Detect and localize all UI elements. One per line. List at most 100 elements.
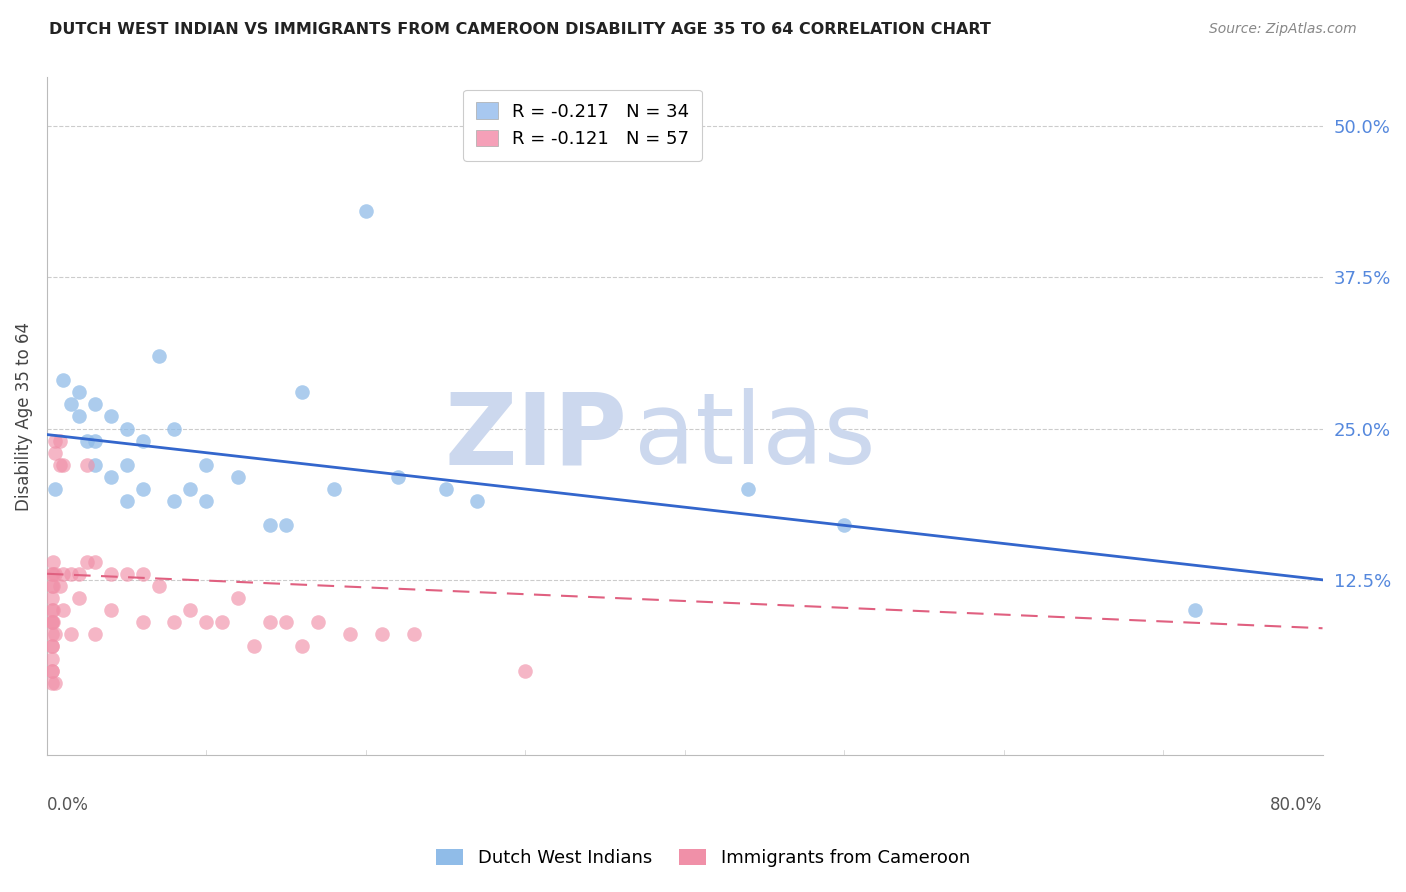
Point <box>44 627 66 641</box>
Point <box>83 458 105 472</box>
Point <box>52 566 75 581</box>
Point <box>44 675 66 690</box>
Point <box>83 434 105 448</box>
Point <box>42 603 65 617</box>
Point <box>41 579 63 593</box>
Point <box>42 579 65 593</box>
Point <box>274 518 297 533</box>
Point <box>322 482 344 496</box>
Point <box>41 603 63 617</box>
Point <box>100 409 122 424</box>
Point <box>259 518 281 533</box>
Point <box>67 409 90 424</box>
Point <box>41 627 63 641</box>
Text: 0.0%: 0.0% <box>46 796 89 814</box>
Point <box>52 458 75 472</box>
Point <box>434 482 457 496</box>
Point <box>52 603 75 617</box>
Point <box>179 482 201 496</box>
Point <box>41 675 63 690</box>
Point <box>100 470 122 484</box>
Point <box>42 555 65 569</box>
Point <box>41 591 63 605</box>
Point <box>115 494 138 508</box>
Point <box>291 385 314 400</box>
Text: Source: ZipAtlas.com: Source: ZipAtlas.com <box>1209 22 1357 37</box>
Point <box>67 591 90 605</box>
Point <box>195 458 218 472</box>
Point <box>371 627 394 641</box>
Point <box>115 458 138 472</box>
Point <box>41 651 63 665</box>
Point <box>41 664 63 678</box>
Point <box>163 615 186 630</box>
Point <box>291 640 314 654</box>
Point <box>67 566 90 581</box>
Text: atlas: atlas <box>634 388 876 485</box>
Point <box>83 627 105 641</box>
Point <box>42 566 65 581</box>
Point <box>211 615 233 630</box>
Point <box>131 482 153 496</box>
Point <box>115 566 138 581</box>
Point <box>83 555 105 569</box>
Point <box>148 579 170 593</box>
Point <box>195 494 218 508</box>
Text: ZIP: ZIP <box>444 388 627 485</box>
Point <box>148 349 170 363</box>
Point <box>131 434 153 448</box>
Point <box>100 603 122 617</box>
Text: 80.0%: 80.0% <box>1270 796 1323 814</box>
Point <box>48 434 70 448</box>
Point <box>226 591 249 605</box>
Point <box>59 566 82 581</box>
Point <box>76 555 98 569</box>
Point <box>131 566 153 581</box>
Point <box>41 615 63 630</box>
Point <box>44 434 66 448</box>
Point <box>195 615 218 630</box>
Point <box>48 579 70 593</box>
Point <box>163 421 186 435</box>
Point <box>832 518 855 533</box>
Point <box>163 494 186 508</box>
Point <box>737 482 759 496</box>
Point <box>243 640 266 654</box>
Point <box>42 615 65 630</box>
Point <box>467 494 489 508</box>
Point <box>41 640 63 654</box>
Point <box>1184 603 1206 617</box>
Point <box>100 566 122 581</box>
Point <box>67 385 90 400</box>
Point <box>52 373 75 387</box>
Legend: Dutch West Indians, Immigrants from Cameroon: Dutch West Indians, Immigrants from Came… <box>429 841 977 874</box>
Point <box>226 470 249 484</box>
Point <box>131 615 153 630</box>
Point <box>339 627 361 641</box>
Point <box>259 615 281 630</box>
Point <box>44 482 66 496</box>
Y-axis label: Disability Age 35 to 64: Disability Age 35 to 64 <box>15 322 32 511</box>
Point <box>76 458 98 472</box>
Point <box>59 397 82 411</box>
Point <box>515 664 537 678</box>
Text: DUTCH WEST INDIAN VS IMMIGRANTS FROM CAMEROON DISABILITY AGE 35 TO 64 CORRELATIO: DUTCH WEST INDIAN VS IMMIGRANTS FROM CAM… <box>49 22 991 37</box>
Point <box>76 434 98 448</box>
Point <box>44 566 66 581</box>
Point <box>48 458 70 472</box>
Point <box>83 397 105 411</box>
Point <box>274 615 297 630</box>
Point <box>402 627 425 641</box>
Point <box>59 627 82 641</box>
Point <box>41 615 63 630</box>
Point <box>354 203 377 218</box>
Point <box>307 615 329 630</box>
Legend: R = -0.217   N = 34, R = -0.121   N = 57: R = -0.217 N = 34, R = -0.121 N = 57 <box>464 90 702 161</box>
Point <box>387 470 409 484</box>
Point <box>41 640 63 654</box>
Point <box>115 421 138 435</box>
Point <box>44 446 66 460</box>
Point <box>41 664 63 678</box>
Point <box>41 566 63 581</box>
Point <box>179 603 201 617</box>
